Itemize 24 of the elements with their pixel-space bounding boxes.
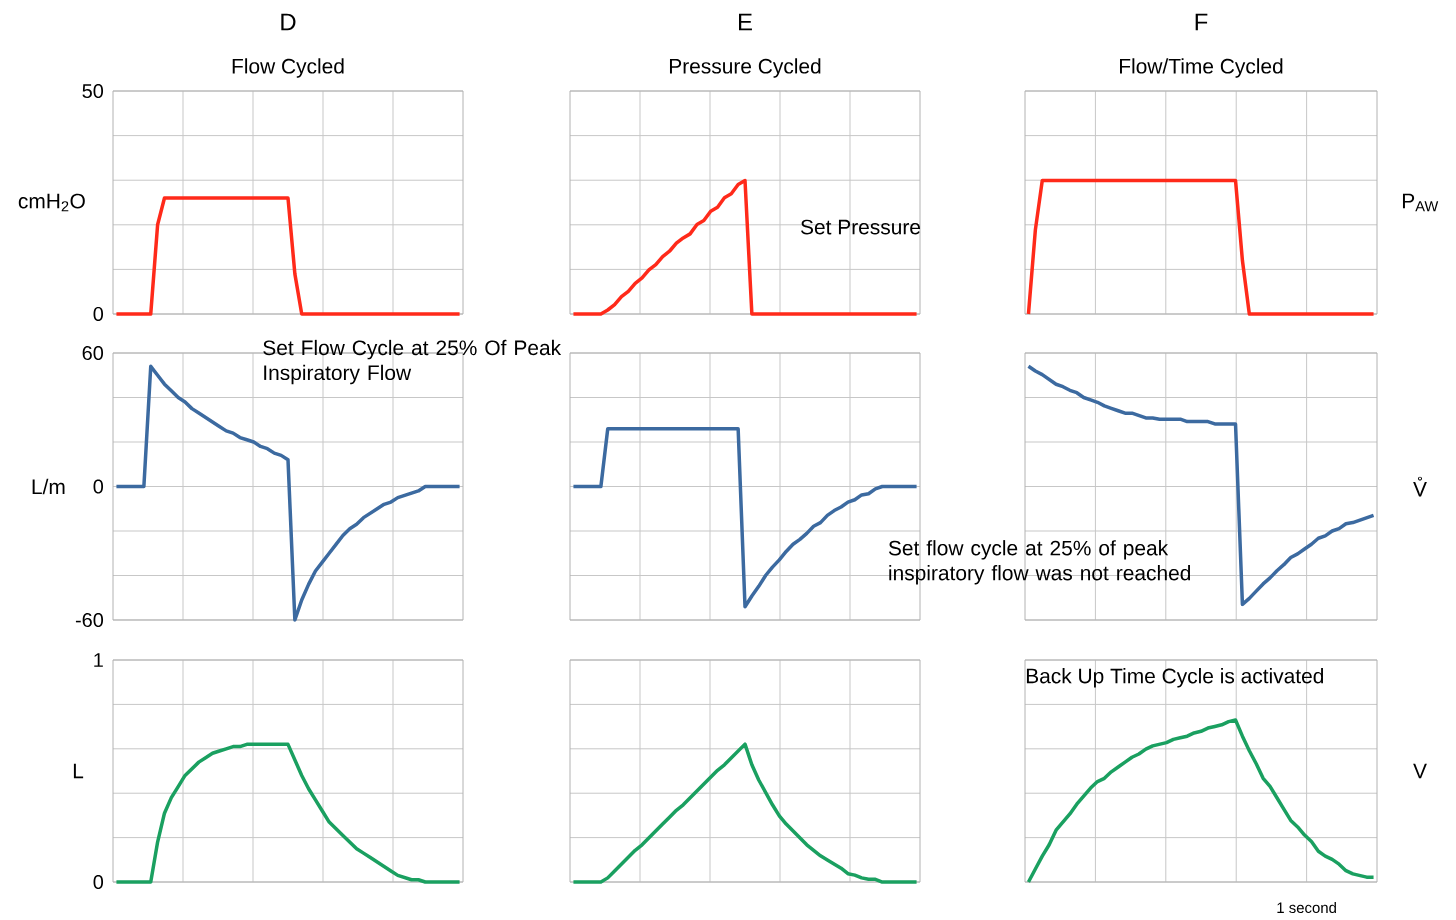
text: 1 second — [1277, 902, 1336, 914]
y-tick-label: -60 — [75, 612, 104, 628]
y-tick-label: 60 — [82, 345, 104, 361]
chart-subtitle: Pressure Cycled — [669, 58, 821, 78]
y2-axis-title: P$_{AW}$ — [1402, 193, 1439, 212]
chart-title: D — [281, 13, 296, 31]
y-tick-label: 0 — [93, 306, 104, 322]
chart-title: F — [1195, 13, 1208, 31]
chart-title: E — [739, 13, 752, 31]
y2-axis-title: V — [1413, 763, 1427, 779]
annotation: Set Pressure — [801, 219, 921, 235]
chart-subtitle: Flow Cycled — [232, 58, 344, 78]
y-tick-label: 0 — [93, 874, 104, 890]
text: Back Up Time Cycle is activated — [1026, 668, 1324, 688]
y-tick-label: 0 — [93, 479, 104, 494]
y2-axis-title: V̊ — [1413, 476, 1427, 497]
y-tick-label: 1 — [94, 653, 103, 667]
y-axis-title: L/m — [32, 478, 65, 495]
y-tick-label: 50 — [82, 83, 104, 99]
chart-subtitle: Flow/Time Cycled — [1120, 58, 1283, 78]
y-axis-title: L — [73, 763, 84, 779]
annotation: Set flow cycle at 25% of peak inspiratory flow was not reached — [888, 540, 1191, 585]
y-axis-title: cmH$_{2}$O — [18, 193, 85, 212]
annotation: Set Flow Cycle at 25% Of Peak Inspiratory Flow — [263, 339, 562, 385]
